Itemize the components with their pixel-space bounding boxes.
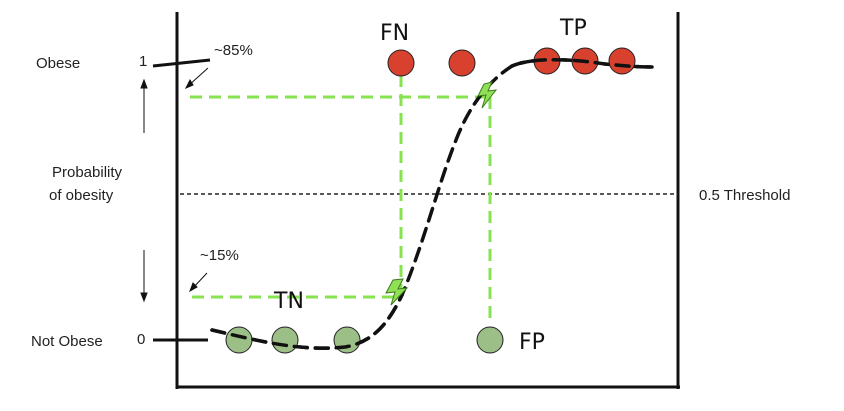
label-fn: FN: [380, 21, 409, 46]
point-positive: [448, 49, 476, 77]
arrow-85-head: [184, 78, 194, 89]
label-probability-line2: of obesity: [49, 187, 114, 204]
label-probability-line1: Probability: [52, 164, 123, 181]
tick-one: [152, 58, 211, 68]
point-fn: [387, 49, 415, 77]
label-not-obese: Not Obese: [31, 333, 103, 350]
sigmoid-curve-overlay: [210, 293, 404, 350]
sigmoid-curve-overlay-top: [510, 58, 654, 69]
prob-arrow-down-head: [140, 292, 148, 303]
label-threshold: 0.5 Threshold: [699, 187, 790, 204]
point-tp: [608, 47, 636, 75]
label-tn: TN: [273, 289, 304, 314]
label-zero: 0: [137, 331, 145, 348]
label-pct-low: ~15%: [200, 247, 239, 264]
arrow-15-head: [189, 282, 198, 293]
prob-arrow-up-head: [140, 78, 148, 89]
negative-points: [225, 326, 504, 354]
lightning-bolt-icon: [385, 278, 409, 306]
point-tn: [271, 326, 299, 354]
label-one: 1: [139, 53, 147, 70]
label-fp: FP: [519, 330, 545, 355]
point-tn: [225, 326, 253, 354]
annotation-arrows: [140, 67, 209, 303]
label-tp: TP: [559, 16, 587, 41]
guide-lines: [190, 75, 492, 322]
point-fp: [476, 326, 504, 354]
label-obese: Obese: [36, 55, 80, 72]
label-pct-high: ~85%: [214, 42, 253, 59]
lightning-bolt-icon: [477, 81, 498, 109]
